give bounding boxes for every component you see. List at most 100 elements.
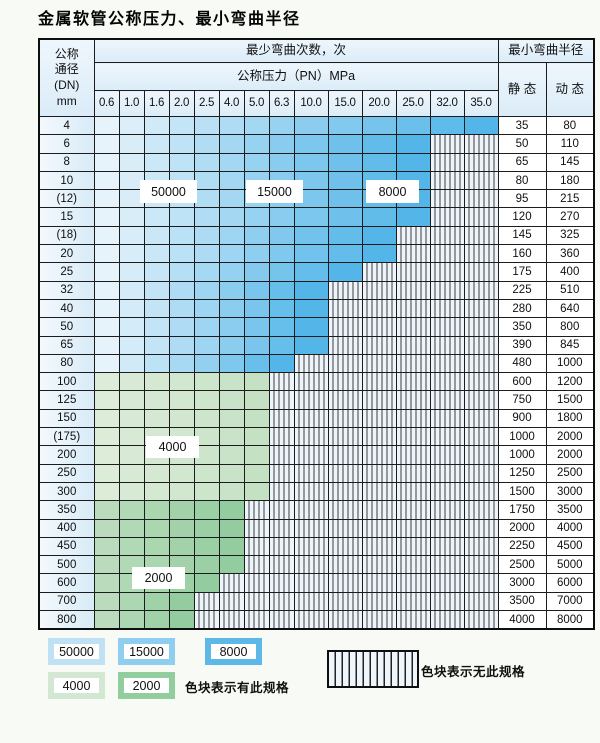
spec-cell (293, 225, 329, 246)
no-spec-cell (361, 427, 397, 447)
no-spec-cell (395, 390, 431, 410)
no-spec-cell (361, 372, 397, 392)
spec-cell (143, 353, 170, 374)
spec-cell (218, 152, 245, 172)
no-spec-cell (463, 207, 499, 227)
dn-label: 150 (38, 408, 95, 429)
spec-cell (243, 134, 270, 154)
pressure-col-header: 20.0 (361, 90, 397, 117)
spec-cell (327, 225, 363, 246)
dynamic-radius-value: 510 (545, 280, 595, 300)
table-row: (12) 95 215 (38, 189, 595, 209)
no-spec-cell (463, 335, 499, 355)
spec-cell (218, 500, 245, 520)
spec-cell (218, 189, 245, 209)
no-spec-cell (293, 390, 329, 410)
corner-header: 公称 通径 (DN) mm (38, 38, 95, 117)
pressure-col-header: 5.0 (243, 90, 270, 117)
static-radius-value: 175 (497, 262, 547, 282)
no-spec-cell (218, 573, 245, 593)
dynamic-radius-value: 360 (545, 244, 595, 264)
no-spec-cell (429, 225, 465, 246)
no-spec-cell (268, 591, 295, 612)
spec-cell (118, 262, 145, 282)
spec-cell (243, 408, 270, 429)
spec-cell (218, 445, 245, 465)
no-spec-cell (293, 518, 329, 538)
table-row: 125 750 1500 (38, 390, 595, 410)
legend-has-spec-note: 色块表示有此规格 (185, 681, 290, 695)
spec-cell (93, 372, 120, 392)
spec-cell (327, 134, 363, 154)
spec-cell (243, 317, 270, 337)
spec-cell (93, 390, 120, 410)
no-spec-cell (268, 390, 295, 410)
table-row: 65 390 845 (38, 335, 595, 355)
no-spec-cell (395, 372, 431, 392)
no-spec-cell (268, 427, 295, 447)
no-spec-cell (243, 573, 270, 593)
no-spec-cell (268, 536, 295, 557)
table-row: 40 280 640 (38, 298, 595, 319)
spec-cell (118, 536, 145, 557)
spec-cell (193, 317, 220, 337)
spec-cell (193, 225, 220, 246)
spec-cell (118, 518, 145, 538)
no-spec-cell (293, 408, 329, 429)
spec-cell (268, 115, 295, 136)
dn-label: 200 (38, 445, 95, 465)
spec-cell (143, 298, 170, 319)
static-radius-value: 35 (497, 115, 547, 136)
spec-cell (143, 244, 170, 264)
dn-label: 50 (38, 317, 95, 337)
spec-cell (118, 591, 145, 612)
no-spec-cell (463, 372, 499, 392)
table-row: 400 2000 4000 (38, 518, 595, 538)
spec-cell (168, 591, 195, 612)
static-radius-value: 80 (497, 170, 547, 191)
dn-label: (12) (38, 189, 95, 209)
no-spec-cell (293, 427, 329, 447)
no-spec-cell (361, 390, 397, 410)
dn-label: 250 (38, 463, 95, 483)
spec-cell (143, 500, 170, 520)
no-spec-cell (243, 500, 270, 520)
spec-cell (243, 427, 270, 447)
spec-cell (327, 262, 363, 282)
static-radius-value: 750 (497, 390, 547, 410)
static-radius-value: 280 (497, 298, 547, 319)
spec-cell (218, 408, 245, 429)
no-spec-cell (293, 463, 329, 483)
dynamic-radius-value: 7000 (545, 591, 595, 612)
dn-label: (18) (38, 225, 95, 246)
spec-cell (93, 207, 120, 227)
no-spec-cell (429, 445, 465, 465)
no-spec-cell (395, 225, 431, 246)
spec-cell (93, 244, 120, 264)
no-spec-cell (361, 610, 397, 630)
no-spec-cell (463, 408, 499, 429)
spec-cell (243, 244, 270, 264)
spec-cell (93, 280, 120, 300)
no-spec-cell (429, 591, 465, 612)
spec-cell (143, 152, 170, 172)
no-spec-cell (268, 610, 295, 630)
spec-cell (268, 335, 295, 355)
spec-cell (218, 536, 245, 557)
no-spec-cell (463, 244, 499, 264)
spec-cell (268, 225, 295, 246)
dn-label: 65 (38, 335, 95, 355)
no-spec-cell (327, 317, 363, 337)
table-row: 450 2250 4500 (38, 536, 595, 557)
static-radius-value: 1000 (497, 445, 547, 465)
spec-cell (429, 115, 465, 136)
spec-cell (93, 134, 120, 154)
no-spec-cell (193, 610, 220, 630)
no-spec-cell (463, 353, 499, 374)
spec-cell (93, 298, 120, 319)
no-spec-cell (327, 536, 363, 557)
no-spec-cell (293, 573, 329, 593)
spec-cell (243, 353, 270, 374)
cycle-count-label: 2000 (132, 567, 185, 589)
no-spec-cell (463, 225, 499, 246)
